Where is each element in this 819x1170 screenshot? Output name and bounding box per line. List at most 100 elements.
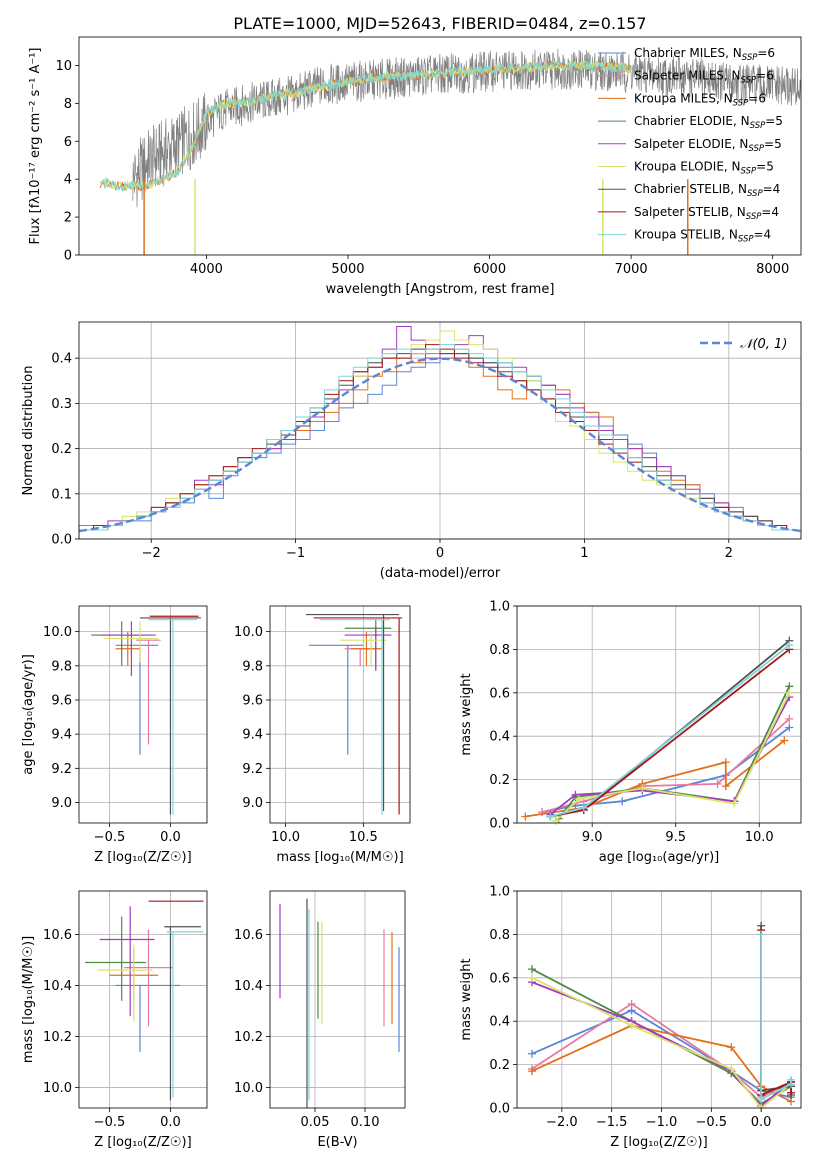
y-axis-label: mass [log₁₀(M/M☉)]: [21, 936, 36, 1063]
y-tick-label: 10.0: [234, 1081, 263, 1096]
x-tick-label: 2: [725, 546, 733, 561]
data-point-marker: [546, 812, 555, 821]
y-tick-label: 9.2: [242, 762, 263, 777]
plot-area: [521, 636, 794, 825]
x-tick-label: 8000: [756, 262, 789, 277]
plot-area: [279, 898, 400, 1108]
x-tick-label: 10.0: [271, 830, 300, 845]
y-tick-label: 0.0: [489, 817, 510, 832]
y-tick-label: 0.2: [51, 442, 72, 457]
legend-label: Salpeter STELIB, NSSP=4: [634, 205, 779, 222]
spectrum-axes: 4000 5000 6000 7000 8000 0 2 4 6 8 10 wavelength [A…: [28, 36, 802, 297]
grid-lines: [79, 891, 207, 1108]
age-vs-metallicity-axes: −0.5 0.0 9.0 9.2 9.4 9.6 9.8 10.0 Z [log₁₀(Z/Z☉)…: [21, 605, 208, 865]
x-tick-label: 9.5: [665, 830, 686, 845]
plot-area: [527, 921, 796, 1112]
mass-vs-extinction-axes: 0.05 0.10 10.0 10.2 10.4 10.6 E(B-V): [234, 890, 406, 1150]
y-axis-label: Flux [fλ10⁻¹⁷ erg cm⁻² s⁻¹ A⁻¹]: [28, 48, 43, 245]
data-point-marker: [757, 1095, 766, 1104]
x-axis-label: E(B-V): [317, 1135, 357, 1150]
x-axis-label: wavelength [Angstrom, rest frame]: [326, 282, 555, 297]
x-tick-label: 0.10: [351, 1115, 380, 1130]
legend-label: 𝒩(0, 1): [740, 337, 787, 352]
x-tick-label: −0.5: [94, 1115, 126, 1130]
x-tick-label: 0.0: [160, 1115, 181, 1130]
y-tick-label: 1.0: [489, 885, 510, 900]
axis-frame: −0.5 0.0 10.0 10.2 10.4 10.6 Z [log₁₀(Z/Z☉)] ma…: [21, 890, 208, 1150]
data-point-marker: [757, 930, 766, 939]
x-tick-label: −1.0: [646, 1115, 678, 1130]
x-axis-label: (data-model)/error: [380, 566, 501, 581]
x-tick-label: 10.0: [745, 830, 774, 845]
series-line-orange: [525, 739, 785, 818]
data-point-marker: [787, 1075, 796, 1084]
figure-title: PLATE=1000, MJD=52643, FIBERID=0484, z=0…: [233, 14, 646, 33]
plot-area: [78, 326, 802, 539]
plot-area: [99, 48, 802, 255]
x-tick-label: 0.0: [751, 1115, 772, 1130]
data-point-marker: [727, 1064, 736, 1073]
histogram-cyan: [78, 344, 802, 539]
data-point-marker: [527, 1049, 536, 1058]
y-tick-label: 0: [64, 249, 72, 264]
data-point-marker: [618, 797, 627, 806]
y-tick-label: 0.0: [489, 1102, 510, 1117]
y-tick-label: 0.8: [489, 643, 510, 658]
y-tick-label: 10.2: [234, 1030, 263, 1045]
x-tick-label: −0.5: [696, 1115, 728, 1130]
y-tick-label: 9.4: [51, 728, 72, 743]
y-tick-label: 0.6: [489, 686, 510, 701]
y-tick-label: 10.4: [234, 979, 263, 994]
y-tick-label: 9.6: [242, 693, 263, 708]
axis-frame: −2.0 −1.5 −1.0 −0.5 0.0 0.0 0.2 0.4 0.6 0.8 1.0 Z […: [459, 885, 802, 1150]
data-point-marker: [627, 999, 636, 1008]
x-axis-label: mass [log₁₀(M/M☉)]: [276, 850, 403, 865]
y-tick-label: 9.6: [51, 693, 72, 708]
series-line-cyan: [760, 934, 792, 1101]
data-point-marker: [787, 1088, 796, 1097]
axes-border: [516, 890, 802, 1109]
x-axis-label: Z [log₁₀(Z/Z☉)]: [610, 1135, 707, 1150]
y-tick-label: 9.8: [51, 659, 72, 674]
data-point-marker: [527, 965, 536, 974]
y-tick-label: 0.4: [51, 352, 72, 367]
y-tick-label: 8: [64, 97, 72, 112]
residuals-axes: −2 −1 0 1 2 0.0 0.1 0.2 0.3 0.4 (data-model)/error…: [21, 321, 802, 581]
x-axis-label: age [log₁₀(age/yr)]: [599, 850, 720, 865]
y-axis-label: Normed distribution: [21, 366, 36, 496]
axis-frame: 4000 5000 6000 7000 8000 0 2 4 6 8 10 wavelength [A…: [28, 36, 802, 297]
mass-weight-vs-age-axes: 9.0 9.5 10.0 0.0 0.2 0.4 0.6 0.8 1.0 age [log₁₀(a…: [459, 600, 802, 865]
axes-border: [269, 605, 411, 824]
axis-frame: 9.0 9.5 10.0 0.0 0.2 0.4 0.6 0.8 1.0 age [log₁₀(a…: [459, 600, 802, 865]
spectrum-legend: Chabrier MILES, NSSP=6 Salpeter MILES, NS…: [598, 46, 783, 245]
y-axis-label: mass weight: [459, 673, 474, 755]
plot-area: [91, 615, 201, 815]
x-tick-label: 10.5: [349, 830, 378, 845]
x-tick-label: 0.05: [301, 1115, 330, 1130]
y-tick-label: 9.2: [51, 762, 72, 777]
data-point-marker: [730, 799, 739, 808]
y-tick-label: 10: [55, 59, 72, 74]
x-tick-label: 1: [580, 546, 588, 561]
y-tick-label: 10.0: [43, 625, 72, 640]
x-tick-label: 0: [436, 546, 444, 561]
y-tick-label: 9.8: [242, 659, 263, 674]
y-tick-label: 0.4: [489, 730, 510, 745]
series-line-purple: [549, 696, 791, 816]
data-point-marker: [527, 1067, 536, 1076]
axes-border: [516, 605, 802, 824]
y-tick-label: 0.8: [489, 928, 510, 943]
data-point-marker: [579, 803, 588, 812]
legend-label: Kroupa STELIB, NSSP=4: [634, 228, 771, 245]
x-tick-label: 9.0: [582, 830, 603, 845]
data-point-marker: [574, 795, 583, 804]
x-axis-label: Z [log₁₀(Z/Z☉)]: [94, 1135, 191, 1150]
mass-vs-metallicity-axes: −0.5 0.0 10.0 10.2 10.4 10.6 Z [log₁₀(Z/Z☉)] ma…: [21, 890, 208, 1150]
y-tick-label: 0.3: [51, 397, 72, 412]
y-tick-label: 10.0: [234, 625, 263, 640]
y-tick-label: 0.1: [51, 487, 72, 502]
plot-area: [305, 613, 403, 815]
x-tick-label: −2.0: [546, 1115, 578, 1130]
data-point-marker: [627, 1021, 636, 1030]
axis-frame: 0.05 0.10 10.0 10.2 10.4 10.6 E(B-V): [234, 890, 406, 1150]
